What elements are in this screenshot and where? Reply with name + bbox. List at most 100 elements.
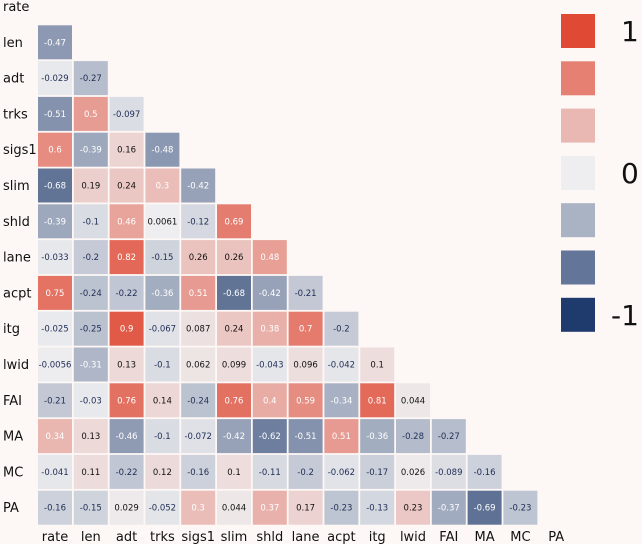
cell-value-label: -0.042 xyxy=(328,361,355,371)
heatmap-cell-lane-slim xyxy=(217,240,251,275)
heatmap-cell-FAI-len xyxy=(73,383,108,418)
cell-value-label: 0.17 xyxy=(296,504,315,514)
heatmap-cell-lane-len xyxy=(73,240,108,275)
legend-swatch xyxy=(561,250,595,285)
heatmap-cell-FAI-slim xyxy=(217,383,251,418)
heatmap-cell-MC-lwid xyxy=(396,454,430,489)
cell-value-label: -0.067 xyxy=(149,325,176,335)
column-label-len: len xyxy=(81,530,101,544)
cell-value-label: -0.0056 xyxy=(39,361,72,371)
heatmap-cell-acpt-rate xyxy=(38,275,72,310)
cell-value-label: -0.025 xyxy=(41,325,68,335)
cell-value-label: -0.28 xyxy=(402,432,424,442)
cell-value-label: 0.9 xyxy=(120,325,134,335)
column-label-adt: adt xyxy=(116,530,137,544)
cell-value-label: 0.24 xyxy=(225,325,244,335)
heatmap-cell-lwid-itg xyxy=(360,347,395,382)
heatmap-cell-shld-trks xyxy=(145,204,180,239)
heatmap-cell-FAI-trks xyxy=(145,383,180,418)
row-label-MA: MA xyxy=(3,430,23,445)
heatmap-cell-PA-lane xyxy=(288,490,323,525)
cell-value-label: -0.31 xyxy=(80,361,102,371)
cell-value-label: -0.043 xyxy=(256,361,283,371)
heatmap-cell-MC-itg xyxy=(360,454,395,489)
heatmap-cell-adt-len xyxy=(73,61,108,96)
heatmap-cell-lwid-lane xyxy=(288,347,323,382)
heatmap-cell-shld-len xyxy=(73,204,108,239)
heatmap-cell-acpt-trks xyxy=(145,275,180,310)
cell-value-label: 0.59 xyxy=(296,396,315,406)
cell-value-label: -0.2 xyxy=(333,325,350,335)
cell-value-label: 0.3 xyxy=(191,504,205,514)
heatmap-cell-FAI-itg xyxy=(360,383,395,418)
heatmap-cell-itg-acpt xyxy=(324,311,359,346)
cell-value-label: 0.26 xyxy=(225,253,244,263)
heatmap-cell-MC-MA xyxy=(467,454,502,489)
cell-value-label: 0.76 xyxy=(117,396,136,406)
cell-value-label: -0.68 xyxy=(44,182,66,192)
cell-value-label: -0.47 xyxy=(44,38,66,48)
heatmap-cell-FAI-lane xyxy=(288,383,323,418)
cell-value-label: -0.15 xyxy=(151,253,173,263)
legend-swatch xyxy=(561,155,595,190)
heatmap-cell-MA-acpt xyxy=(324,419,359,454)
cell-value-label: -0.2 xyxy=(83,253,100,263)
column-label-PA: PA xyxy=(548,530,564,544)
column-label-acpt: acpt xyxy=(327,530,355,544)
cell-value-label: -0.69 xyxy=(474,504,496,514)
row-label-adt: adt xyxy=(3,72,24,87)
heatmap-cell-sigs1-len xyxy=(73,132,108,167)
heatmap-cell-acpt-slim xyxy=(217,275,251,310)
heatmap-cell-sigs1-rate xyxy=(38,132,72,167)
row-label-rate: rate xyxy=(3,0,29,15)
cell-value-label: -0.22 xyxy=(116,468,138,478)
cell-value-label: 0.3 xyxy=(156,182,170,192)
heatmap-cell-adt-rate xyxy=(38,61,72,96)
heatmap-cell-PA-itg xyxy=(360,490,395,525)
cell-value-label: 0.24 xyxy=(117,182,136,192)
cell-value-label: -0.11 xyxy=(259,468,281,478)
cell-value-label: 0.26 xyxy=(189,253,208,263)
cell-value-label: -0.15 xyxy=(80,504,102,514)
heatmap-cell-itg-sigs1 xyxy=(181,311,216,346)
heatmap-cell-itg-adt xyxy=(109,311,144,346)
heatmap-cell-FAI-shld xyxy=(252,383,287,418)
cell-value-label: -0.16 xyxy=(44,504,66,514)
cell-value-label: -0.51 xyxy=(295,432,317,442)
cell-value-label: 0.51 xyxy=(189,289,208,299)
heatmap-cell-PA-shld xyxy=(252,490,287,525)
legend-swatch xyxy=(561,203,595,238)
cell-value-label: 0.087 xyxy=(186,325,210,335)
heatmap-cell-MC-acpt xyxy=(324,454,359,489)
heatmap-cell-itg-lane xyxy=(288,311,323,346)
cell-value-label: -0.052 xyxy=(149,504,176,514)
cell-value-label: -0.21 xyxy=(295,289,317,299)
cell-value-label: -0.13 xyxy=(366,504,388,514)
legend-swatch xyxy=(561,14,595,48)
heatmap-cell-itg-rate xyxy=(38,311,72,346)
cell-value-label: -0.072 xyxy=(184,432,211,442)
heatmap-cell-FAI-adt xyxy=(109,383,144,418)
cell-value-label: -0.16 xyxy=(474,468,496,478)
cell-value-label: 0.12 xyxy=(153,468,172,478)
heatmap-cell-MC-len xyxy=(73,454,108,489)
heatmap-cell-MA-len xyxy=(73,419,108,454)
heatmap-cell-lwid-trks xyxy=(145,347,180,382)
heatmap-cell-trks-rate xyxy=(38,96,72,131)
heatmap-cell-itg-trks xyxy=(145,311,180,346)
heatmap-cell-PA-FAI xyxy=(431,490,466,525)
heatmap-cell-lane-shld xyxy=(252,240,287,275)
row-label-len: len xyxy=(3,36,23,51)
cell-value-label: -0.36 xyxy=(151,289,173,299)
heatmap-cell-shld-slim xyxy=(217,204,251,239)
heatmap-cell-MA-adt xyxy=(109,419,144,454)
column-label-lwid: lwid xyxy=(400,530,426,544)
column-label-slim: slim xyxy=(221,530,248,544)
cell-value-label: -0.42 xyxy=(187,182,209,192)
column-label-lane: lane xyxy=(292,530,320,544)
cell-value-label: 0.1 xyxy=(227,468,241,478)
heatmap-cell-MA-lwid xyxy=(396,419,430,454)
cell-value-label: 0.46 xyxy=(117,217,136,227)
cell-value-label: -0.12 xyxy=(187,217,209,227)
legend-swatch xyxy=(561,297,595,332)
